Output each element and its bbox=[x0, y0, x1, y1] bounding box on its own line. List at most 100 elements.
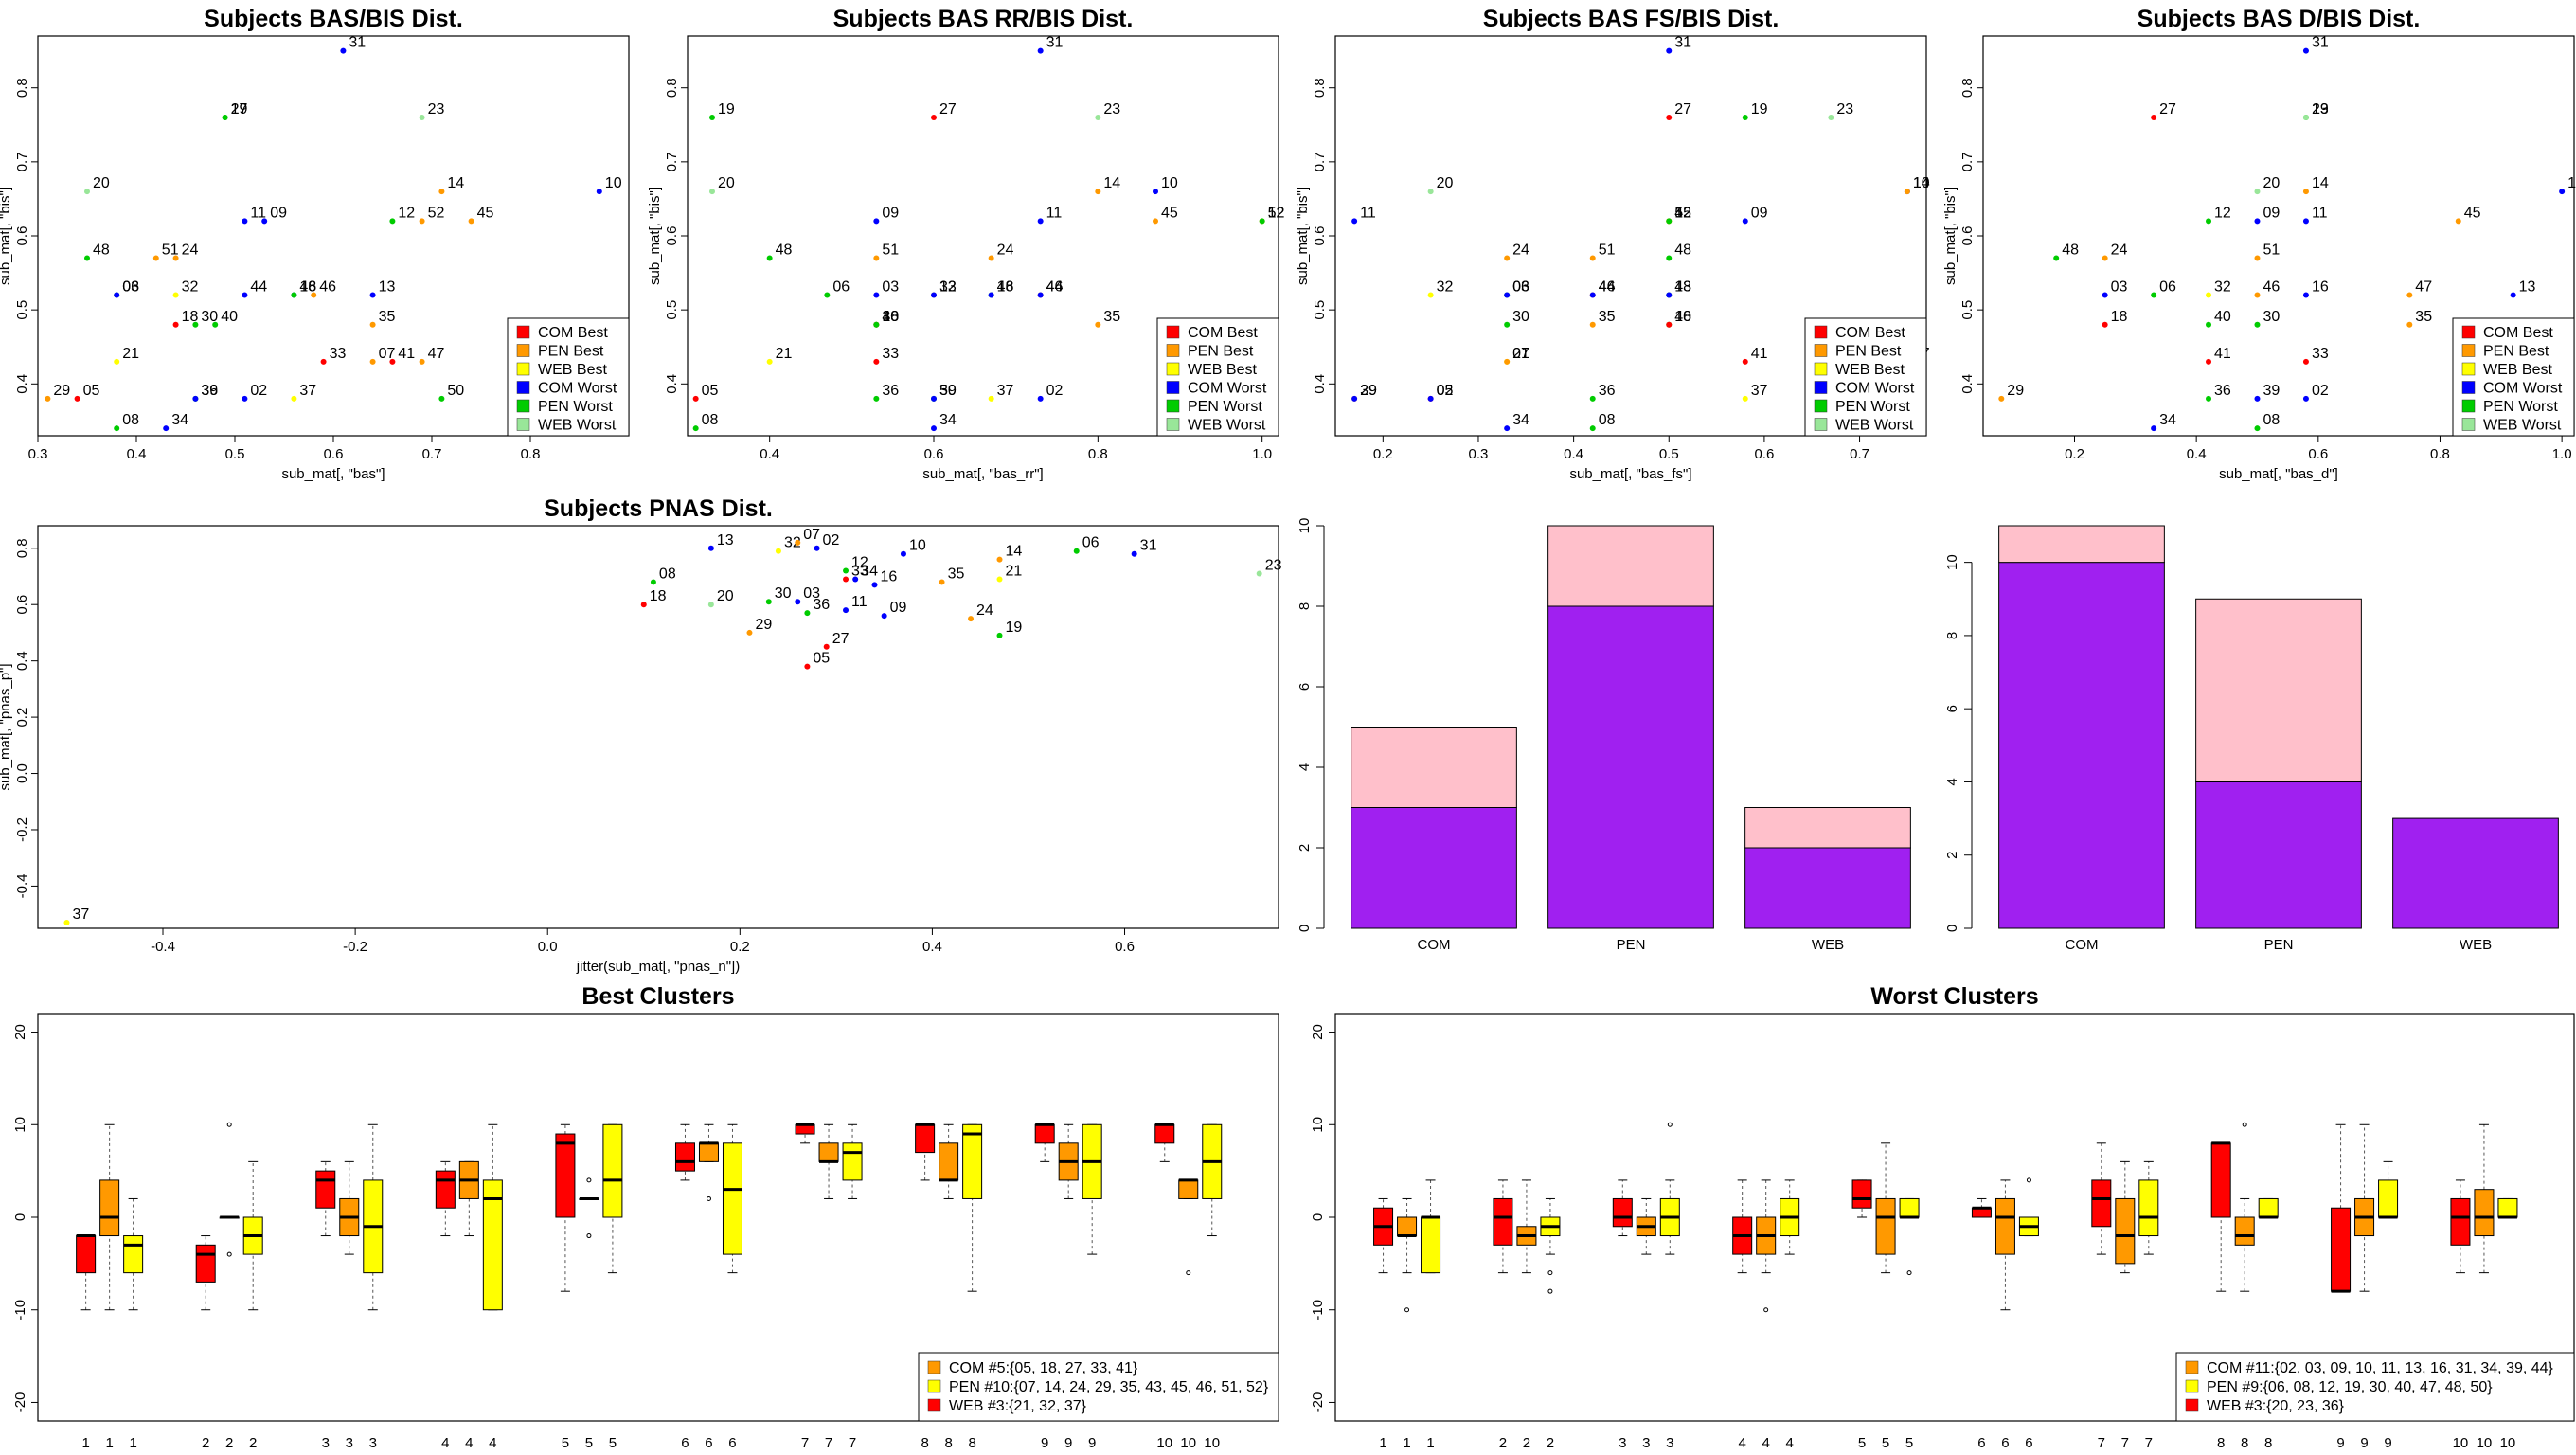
y-tick-label: 0.8 bbox=[1959, 78, 1976, 98]
scatter-panel-4: Subjects PNAS Dist. -0.4 -0.2 0.0 0.2 0.4 0.6 -… bbox=[0, 495, 1282, 975]
group-label: 5 bbox=[585, 1435, 593, 1451]
data-point bbox=[172, 321, 179, 328]
point-label: 48 bbox=[299, 279, 316, 296]
box bbox=[2115, 1197, 2136, 1265]
point-label: 32 bbox=[1437, 279, 1454, 296]
data-point bbox=[2102, 255, 2108, 261]
data-point bbox=[1504, 292, 1511, 298]
point-label: 21 bbox=[1512, 346, 1530, 362]
point-label: 48 bbox=[1674, 242, 1691, 258]
point-label: 20 bbox=[717, 588, 734, 604]
data-point bbox=[843, 567, 850, 574]
data-point bbox=[996, 632, 1003, 638]
point-label: 14 bbox=[1913, 175, 1930, 191]
group-label: 10 bbox=[2453, 1435, 2469, 1451]
legend-label: WEB Worst bbox=[538, 418, 617, 434]
point-label: 09 bbox=[1751, 205, 1768, 221]
legend-label: COM Best bbox=[2483, 325, 2553, 341]
point-label: 31 bbox=[1674, 35, 1691, 51]
legend-swatch bbox=[1814, 381, 1828, 394]
y-tick-label: 0.8 bbox=[14, 538, 30, 558]
data-point bbox=[1073, 548, 1080, 554]
point-label: 52 bbox=[1674, 205, 1691, 221]
chart-legend: COM Best PEN Best WEB Best COM Worst PEN Wor… bbox=[2452, 317, 2575, 437]
point-label: 03 bbox=[803, 585, 820, 602]
box bbox=[1154, 1123, 1175, 1144]
point-label: 07 bbox=[803, 527, 820, 543]
outlier-point bbox=[226, 1122, 232, 1127]
chart-title: Subjects BAS/BIS Dist. bbox=[204, 6, 463, 32]
point-label: 45 bbox=[1161, 205, 1178, 221]
data-point bbox=[1427, 189, 1434, 195]
point-label: 30 bbox=[775, 585, 792, 602]
point-label: 20 bbox=[1437, 175, 1454, 191]
data-point bbox=[1666, 321, 1673, 328]
data-point bbox=[804, 663, 811, 670]
point-label: 29 bbox=[2007, 383, 2024, 399]
point-label: 37 bbox=[997, 383, 1014, 399]
bar-bottom-segment bbox=[1998, 562, 2165, 929]
data-point bbox=[152, 255, 159, 261]
point-label: 19 bbox=[231, 101, 248, 117]
data-point bbox=[2254, 189, 2261, 195]
point-label: 12 bbox=[1268, 205, 1285, 221]
y-tick-label: 0.2 bbox=[14, 708, 30, 728]
group-label: 10 bbox=[1204, 1435, 1220, 1451]
data-point bbox=[1504, 425, 1511, 432]
box bbox=[2234, 1216, 2255, 1246]
point-label: 23 bbox=[1836, 101, 1853, 117]
point-label: 19 bbox=[1006, 620, 1023, 636]
point-label: 19 bbox=[718, 101, 735, 117]
point-label: 05 bbox=[1437, 383, 1454, 399]
x-tick-label: 1.0 bbox=[2552, 446, 2572, 462]
outlier-point bbox=[706, 1195, 711, 1201]
x-tick-label: 0.3 bbox=[1469, 446, 1489, 462]
box bbox=[1995, 1197, 2015, 1255]
point-label: 48 bbox=[776, 242, 793, 258]
chart-title: Subjects BAS D/BIS Dist. bbox=[2138, 6, 2421, 32]
data-point bbox=[873, 292, 880, 298]
box bbox=[2331, 1207, 2352, 1292]
data-point bbox=[988, 395, 994, 402]
point-label: 34 bbox=[861, 563, 878, 579]
point-label: 08 bbox=[122, 412, 139, 428]
point-label: 35 bbox=[1599, 309, 1616, 325]
y-tick-label: 10 bbox=[1297, 518, 1313, 534]
data-point bbox=[1589, 395, 1596, 402]
point-label: 35 bbox=[1103, 309, 1120, 325]
y-tick-label: 0.8 bbox=[14, 78, 30, 98]
point-label: 02 bbox=[1437, 383, 1454, 399]
group-label: 9 bbox=[2360, 1435, 2368, 1451]
outlier-point bbox=[586, 1177, 592, 1183]
data-point bbox=[843, 576, 850, 583]
box bbox=[1612, 1197, 1633, 1228]
box bbox=[698, 1142, 719, 1162]
legend-label: COM Worst bbox=[1835, 381, 1915, 397]
point-label: 32 bbox=[2214, 279, 2231, 296]
chart-title: Subjects BAS FS/BIS Dist. bbox=[1483, 6, 1780, 32]
data-point bbox=[1095, 114, 1101, 120]
x-axis-label: sub_mat[, "bas_d"] bbox=[2219, 466, 2338, 482]
box bbox=[842, 1142, 863, 1181]
y-tick-label: 0.6 bbox=[1312, 226, 1328, 246]
outlier-point bbox=[586, 1233, 592, 1239]
point-label: 13 bbox=[1674, 279, 1691, 296]
group-label: 7 bbox=[2098, 1435, 2105, 1451]
data-point bbox=[2302, 292, 2309, 298]
point-label: 12 bbox=[851, 555, 868, 571]
y-tick-label: 6 bbox=[1297, 683, 1313, 691]
x-tick-label: 0.2 bbox=[730, 939, 750, 955]
y-tick-label: -10 bbox=[12, 1300, 28, 1320]
legend-swatch bbox=[516, 399, 530, 413]
point-label: 13 bbox=[379, 279, 396, 296]
category-label: WEB bbox=[2460, 937, 2492, 953]
x-tick-label: 0.4 bbox=[1564, 446, 1583, 462]
group-label: 5 bbox=[1858, 1435, 1866, 1451]
data-point bbox=[1589, 292, 1596, 298]
group-label: 8 bbox=[2264, 1435, 2272, 1451]
y-tick-label: 0.8 bbox=[1312, 78, 1328, 98]
point-label: 50 bbox=[939, 383, 957, 399]
outlier-point bbox=[1667, 1122, 1673, 1127]
data-point bbox=[1904, 189, 1910, 195]
data-point bbox=[2455, 218, 2461, 225]
